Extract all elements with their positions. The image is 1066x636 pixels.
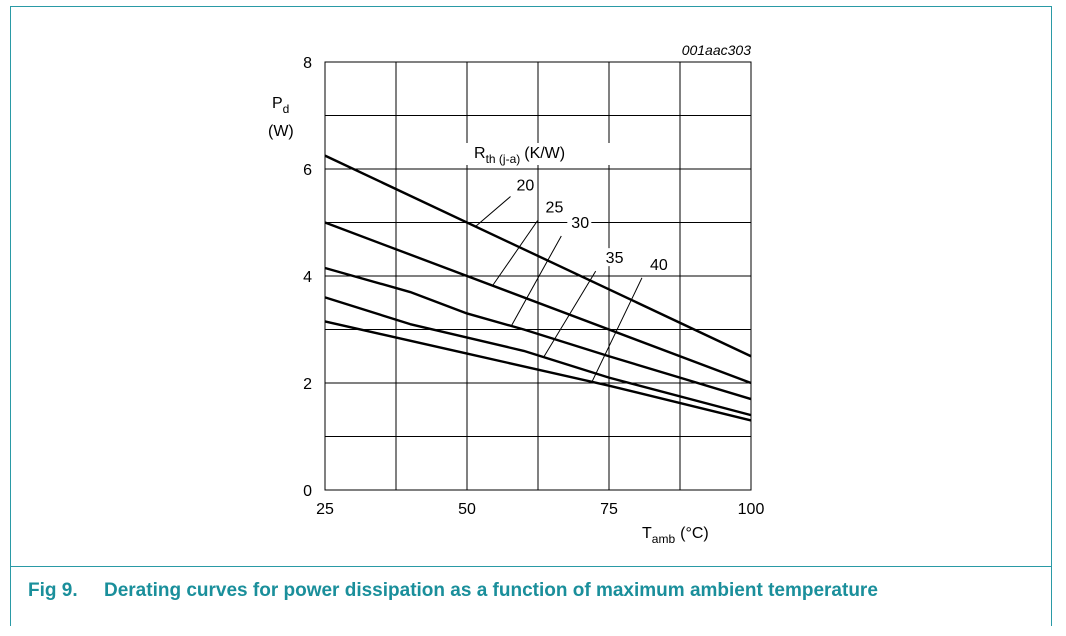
series-label-30: 30 [571,215,589,232]
y-tick-label: 0 [303,483,312,500]
y-tick-label: 8 [303,55,312,72]
y-axis-label: Pd [272,95,289,116]
series-line-25 [324,221,752,385]
series-label-bg-40 [645,254,670,273]
y-axis-unit: (W) [268,123,294,140]
caption-text: Derating curves for power dissipation as… [104,580,878,601]
legend-title: Rth (j-a) (K/W) [474,145,565,166]
leader-line-20 [475,196,511,227]
figure-frame [10,6,1052,626]
series-label-bg-30 [567,212,592,231]
leader-line-35 [543,270,597,358]
series-line-35 [324,296,752,417]
series-label-bg-25 [541,197,566,216]
legend-title-background [466,143,614,165]
y-tick-label: 6 [303,162,312,179]
leader-line-30 [510,235,562,327]
x-tick-label: 100 [738,501,765,518]
y-tick-label: 2 [303,376,312,393]
x-tick-label: 50 [458,501,476,518]
leader-line-40 [591,277,643,383]
x-tick-label: 25 [316,501,334,518]
x-axis-label: Tamb (°C) [642,525,709,546]
plot-frame [324,61,752,491]
series-line-40 [324,320,752,422]
caption-number: Fig 9. [28,580,78,601]
series-label-40: 40 [650,257,668,274]
y-tick-label: 4 [303,269,312,286]
series-label-bg-35 [601,248,626,267]
derating-chart: 20 25 30 35 40 0 2 4 6 8 25 50 75 100 001aac303 Pd (… [268,42,764,546]
series-line-20 [324,154,752,358]
series-label-25: 25 [546,200,564,217]
series-lines [324,154,752,422]
series-label-bg-20 [512,175,537,194]
figure-id-label: 001aac303 [682,42,752,58]
grid [324,61,752,491]
leader-line-25 [492,220,538,286]
series-label-35: 35 [606,250,624,267]
series-leader-lines: 20 25 30 35 40 [475,175,670,383]
x-tick-label: 75 [600,501,618,518]
series-line-30 [324,266,752,401]
caption-divider [10,566,1052,567]
tick-labels: 0 2 4 6 8 25 50 75 100 [303,55,764,518]
series-label-20: 20 [517,178,535,195]
